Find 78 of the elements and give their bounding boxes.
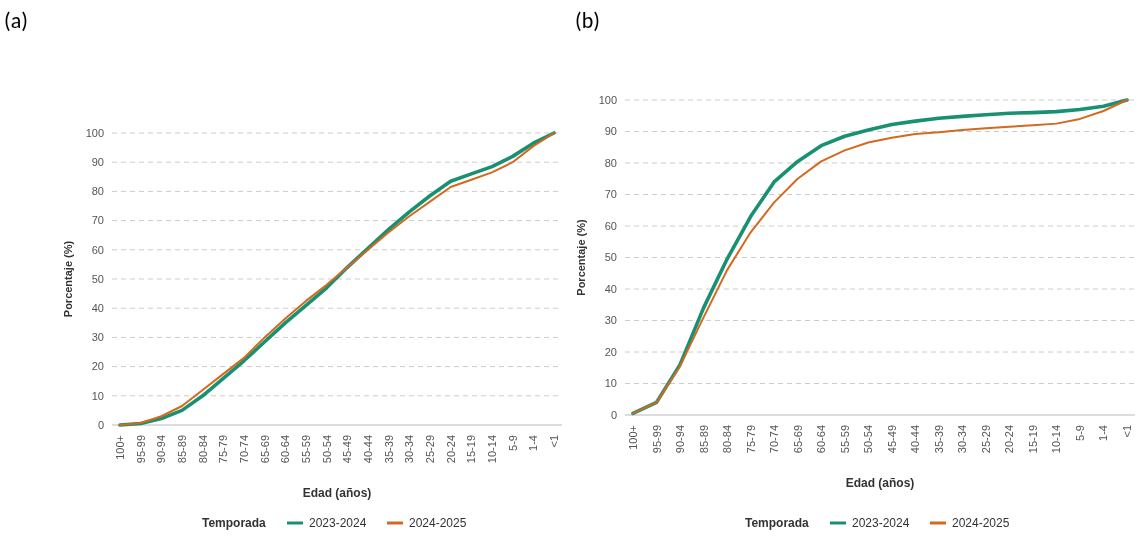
y-tick-label: 10 — [604, 377, 617, 390]
x-tick-label: 35-39 — [932, 425, 945, 454]
x-tick-label: 55-59 — [300, 435, 312, 464]
y-tick-label: 10 — [91, 389, 104, 402]
x-tick-label: 35-39 — [382, 435, 395, 464]
x-tick-label: 75-79 — [744, 425, 757, 454]
y-tick-label: 80 — [604, 156, 617, 169]
x-axis-title: Edad (años) — [302, 486, 372, 500]
y-tick-label: 90 — [91, 156, 104, 169]
y-tick-label: 50 — [604, 251, 617, 264]
x-axis-title: Edad (años) — [845, 476, 915, 490]
x-tick-label: 85-89 — [176, 435, 188, 464]
x-tick-label: 10-14 — [1050, 425, 1063, 454]
y-tick-label: 50 — [91, 272, 104, 285]
y-tick-label: 0 — [610, 408, 617, 421]
x-tick-label: 65-69 — [258, 435, 271, 464]
y-tick-label: 90 — [604, 125, 617, 138]
x-tick-label: 20-24 — [1003, 425, 1016, 454]
y-tick-label: 100 — [85, 126, 104, 139]
y-tick-label: 30 — [604, 314, 617, 327]
x-tick-label: 25-29 — [979, 425, 992, 454]
y-tick-label: 60 — [604, 219, 617, 232]
x-tick-label: 75-79 — [217, 435, 230, 464]
x-tick-label: 95-99 — [134, 435, 147, 464]
x-tick-label: 80-84 — [196, 435, 209, 464]
x-tick-label: 40-44 — [909, 425, 922, 454]
x-tick-label: 40-44 — [362, 435, 374, 464]
x-tick-label: 90-94 — [155, 435, 168, 464]
x-tick-label: 90-94 — [674, 425, 687, 454]
y-tick-label: 40 — [604, 282, 617, 295]
x-tick-label: 60-64 — [815, 425, 828, 454]
x-tick-label: 55-59 — [838, 425, 851, 454]
x-tick-label: 20-24 — [444, 435, 457, 464]
y-tick-label: 100 — [598, 93, 617, 106]
x-tick-label: 50-54 — [862, 425, 875, 454]
y-tick-label: 40 — [91, 302, 104, 315]
legend-label: 2023-2024 — [852, 516, 910, 530]
y-tick-label: 80 — [91, 185, 104, 198]
y-tick-label: 0 — [97, 418, 104, 431]
chart-title: (a) — [4, 7, 28, 34]
x-tick-label: 45-49 — [885, 425, 898, 454]
x-tick-label: 10-14 — [486, 435, 498, 464]
x-tick-label: 45-49 — [341, 435, 354, 464]
legend-label: 2024-2025 — [952, 516, 1010, 530]
y-axis-title: Porcentaje (%) — [62, 240, 74, 318]
x-tick-label: 1-4 — [1097, 425, 1110, 441]
x-tick-label: 95-99 — [650, 425, 663, 454]
y-tick-label: 20 — [91, 360, 104, 373]
legend-label: 2024-2025 — [409, 516, 467, 530]
x-tick-label: 100+ — [114, 435, 126, 460]
y-tick-label: 30 — [91, 331, 104, 344]
y-tick-label: 70 — [604, 188, 617, 201]
y-tick-label: 20 — [604, 345, 617, 358]
x-tick-label: 5-9 — [506, 435, 519, 451]
legend-title: Temporada — [202, 516, 267, 530]
chart-title: (b) — [575, 7, 600, 34]
x-tick-label: 30-34 — [403, 435, 416, 464]
x-tick-label: 50-54 — [320, 435, 333, 464]
y-axis-title: Porcentaje (%) — [575, 218, 587, 296]
x-tick-label: 15-19 — [1026, 425, 1039, 454]
x-tick-label: <1 — [1121, 425, 1133, 438]
x-tick-label: 5-9 — [1073, 425, 1086, 441]
x-tick-label: 70-74 — [238, 435, 250, 464]
x-tick-label: 70-74 — [768, 425, 781, 454]
x-tick-label: 65-69 — [791, 425, 804, 454]
y-tick-label: 70 — [91, 214, 104, 227]
legend-title: Temporada — [745, 516, 810, 530]
x-tick-label: 30-34 — [956, 425, 969, 454]
legend-label: 2023-2024 — [309, 516, 367, 530]
x-tick-label: 80-84 — [721, 425, 734, 454]
x-tick-label: 25-29 — [424, 435, 436, 464]
x-tick-label: 15-19 — [465, 435, 478, 464]
x-tick-label: 100+ — [627, 425, 639, 450]
x-tick-label: 85-89 — [697, 425, 710, 454]
x-tick-label: 1-4 — [527, 435, 540, 451]
x-tick-label: 60-64 — [279, 435, 292, 464]
y-tick-label: 60 — [91, 243, 104, 256]
x-tick-label: <1 — [548, 435, 560, 448]
